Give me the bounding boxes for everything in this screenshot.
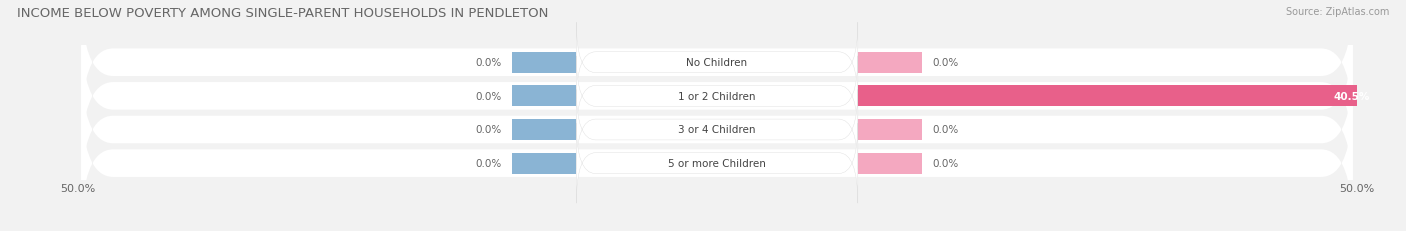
Bar xyxy=(858,120,922,140)
FancyBboxPatch shape xyxy=(576,124,858,203)
Text: 3 or 4 Children: 3 or 4 Children xyxy=(678,125,756,135)
Text: 5 or more Children: 5 or more Children xyxy=(668,158,766,168)
Text: 0.0%: 0.0% xyxy=(475,158,502,168)
FancyBboxPatch shape xyxy=(82,26,1353,167)
FancyBboxPatch shape xyxy=(82,93,1353,231)
Bar xyxy=(858,86,1376,107)
Bar xyxy=(512,53,576,73)
Bar xyxy=(858,53,922,73)
Bar xyxy=(512,86,576,107)
FancyBboxPatch shape xyxy=(82,0,1353,133)
Text: No Children: No Children xyxy=(686,58,748,68)
Text: 0.0%: 0.0% xyxy=(932,158,959,168)
FancyBboxPatch shape xyxy=(82,60,1353,200)
Text: 0.0%: 0.0% xyxy=(932,58,959,68)
Text: 1 or 2 Children: 1 or 2 Children xyxy=(678,91,756,101)
Bar xyxy=(512,120,576,140)
FancyBboxPatch shape xyxy=(576,90,858,170)
Text: 0.0%: 0.0% xyxy=(932,125,959,135)
Text: 40.5%: 40.5% xyxy=(1333,91,1369,101)
FancyBboxPatch shape xyxy=(576,23,858,103)
Text: INCOME BELOW POVERTY AMONG SINGLE-PARENT HOUSEHOLDS IN PENDLETON: INCOME BELOW POVERTY AMONG SINGLE-PARENT… xyxy=(17,7,548,20)
Bar xyxy=(858,153,922,174)
FancyBboxPatch shape xyxy=(576,57,858,136)
Text: Source: ZipAtlas.com: Source: ZipAtlas.com xyxy=(1285,7,1389,17)
Text: 0.0%: 0.0% xyxy=(475,125,502,135)
Text: 0.0%: 0.0% xyxy=(475,58,502,68)
Text: 0.0%: 0.0% xyxy=(475,91,502,101)
Bar xyxy=(512,153,576,174)
